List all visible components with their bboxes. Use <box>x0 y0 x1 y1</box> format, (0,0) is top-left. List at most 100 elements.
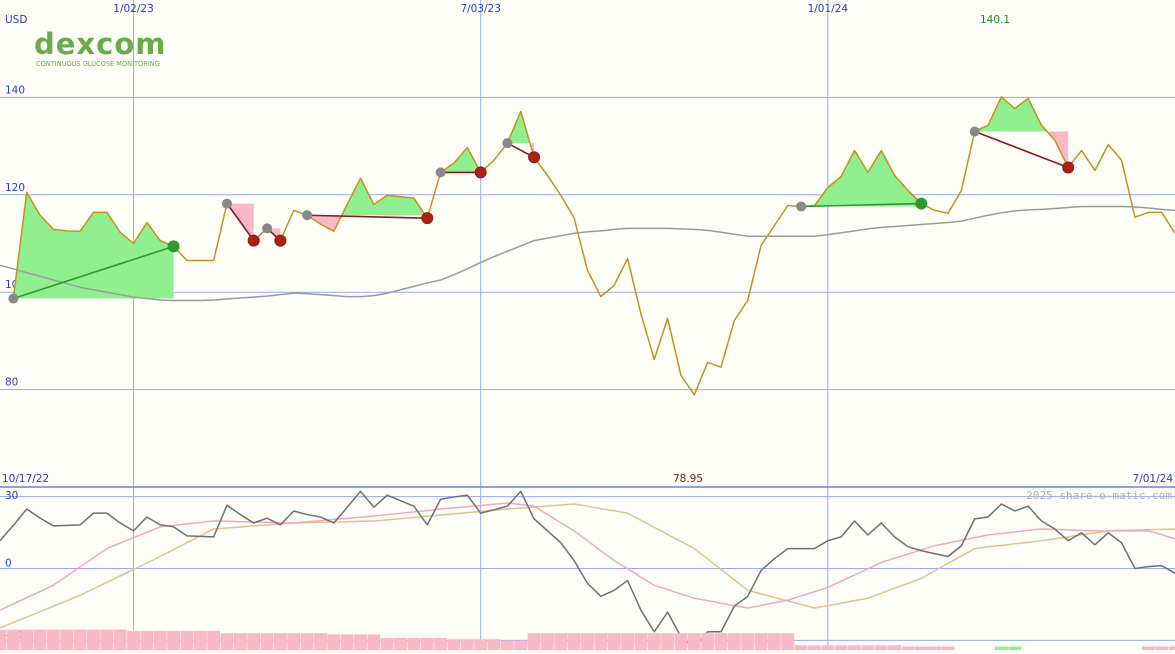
histogram-bar <box>314 633 327 650</box>
histogram-bar <box>354 634 367 650</box>
histogram-bar <box>741 633 755 650</box>
histogram-bar <box>340 634 354 650</box>
x-tick-label: 7/03/23 <box>460 3 500 15</box>
signal-end <box>167 240 180 253</box>
histogram-bar <box>474 639 488 650</box>
signal-start <box>302 210 313 221</box>
histogram-bar <box>207 630 221 650</box>
histogram-bar <box>567 633 581 650</box>
signal-end <box>421 212 434 225</box>
y-tick-label: 120 <box>5 182 25 194</box>
series-line <box>0 490 1175 649</box>
histogram-bar <box>260 633 274 650</box>
signal-start <box>221 198 232 209</box>
y-tick-label: 0 <box>5 558 12 570</box>
histogram-bar <box>874 645 888 650</box>
histogram-bar <box>47 629 60 650</box>
signal-line <box>226 203 255 242</box>
histogram-bar <box>100 629 114 650</box>
histogram-bar <box>127 630 140 650</box>
histogram-bar <box>220 633 234 650</box>
histogram-bar <box>928 646 942 650</box>
gain-area <box>801 150 922 207</box>
histogram-bar <box>434 638 448 650</box>
histogram-bar <box>87 629 100 650</box>
signal-end <box>274 234 287 247</box>
y-tick-label: 80 <box>5 377 18 389</box>
histogram-bar <box>754 633 768 650</box>
x-tick-label: 1/01/24 <box>808 3 849 15</box>
histogram-bar <box>300 633 314 650</box>
histogram-bar <box>808 645 821 650</box>
histogram-bar <box>394 638 407 650</box>
histogram-bar <box>701 633 715 650</box>
histogram-bar <box>500 640 514 650</box>
histogram-bar <box>233 633 247 650</box>
histogram-bar <box>327 634 341 650</box>
histogram-bar <box>1141 646 1155 650</box>
histogram-bar <box>420 638 434 650</box>
range-start-label: 10/17/22 <box>2 473 49 485</box>
signal-start <box>796 201 807 212</box>
histogram-bar <box>273 633 287 650</box>
histogram-bar <box>541 633 554 650</box>
histogram-bar <box>487 639 501 650</box>
histogram-bar <box>1155 646 1169 650</box>
histogram-bar <box>73 629 87 650</box>
histogram-bar <box>287 633 301 650</box>
signal-end <box>1062 161 1075 174</box>
signal-end <box>915 197 928 210</box>
signal-line <box>13 245 174 300</box>
series-line <box>0 503 1175 629</box>
loss-area <box>507 143 535 158</box>
low-label: 78.95 <box>673 473 703 485</box>
histogram-bar <box>727 633 741 650</box>
signal-start <box>435 167 446 178</box>
histogram-bar <box>527 633 541 650</box>
histogram-bar <box>514 640 528 650</box>
y-tick-label: 140 <box>5 84 25 96</box>
range-end-label: 7/01/24 <box>1133 473 1174 485</box>
series-line <box>0 502 1175 611</box>
histogram-bar <box>33 629 47 650</box>
signal-line <box>307 214 428 219</box>
histogram-bar <box>1168 646 1175 650</box>
histogram-bar <box>768 633 781 650</box>
logo-name: dexcom <box>34 27 166 61</box>
histogram-bar <box>447 639 461 650</box>
histogram-bar <box>674 633 688 650</box>
histogram-bar <box>153 630 167 650</box>
histogram-bar <box>6 629 20 650</box>
y-axis-label: USD <box>5 14 27 26</box>
signal-start <box>502 138 513 149</box>
histogram-bar <box>995 646 1008 650</box>
signal-start <box>262 223 273 234</box>
signal-start <box>8 293 19 304</box>
loss-area <box>974 131 1069 168</box>
histogram-bar <box>380 638 394 650</box>
signal-start <box>969 126 980 137</box>
histogram-bar <box>113 629 127 650</box>
histogram-bar <box>594 633 608 650</box>
histogram-bar <box>140 630 154 650</box>
histogram-bar <box>1008 646 1022 650</box>
histogram-bar <box>20 629 34 650</box>
histogram-bar <box>914 646 928 650</box>
histogram-bar <box>901 646 915 650</box>
loss-area <box>226 203 254 241</box>
logo-tagline: CONTINUOUS GLUCOSE MONITORING <box>36 60 160 68</box>
signal-end <box>474 166 487 179</box>
histogram-bar <box>407 638 421 650</box>
histogram-bar <box>581 633 594 650</box>
histogram-bar <box>60 629 74 650</box>
watermark: 2025 share-o-matic.com <box>1026 489 1172 502</box>
histogram-bar <box>607 633 621 650</box>
series-line <box>12 96 1175 396</box>
signal-end <box>247 234 260 247</box>
histogram-bar <box>247 633 261 650</box>
histogram-bar <box>714 633 728 650</box>
histogram-bar <box>861 645 875 650</box>
